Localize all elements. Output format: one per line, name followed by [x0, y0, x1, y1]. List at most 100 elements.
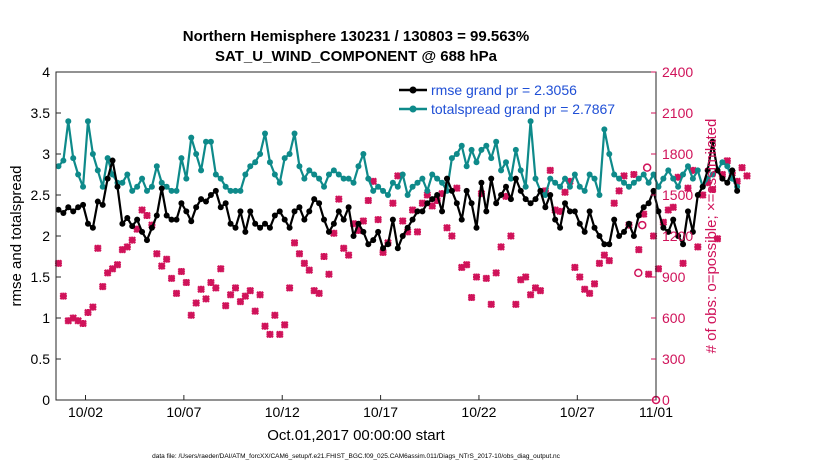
rmse-point-115 [621, 228, 628, 235]
rmse-point-37 [237, 208, 244, 215]
y-left-tick-label-8: 4 [42, 64, 50, 80]
totalspread-point-53 [316, 175, 323, 182]
rmse-point-73 [414, 208, 421, 215]
assimilated-obs-point-138 [733, 177, 741, 186]
rmse-point-63 [365, 241, 372, 248]
totalspread-point-92 [507, 175, 514, 182]
assimilated-obs-point-62 [359, 217, 368, 225]
assimilated-obs-point-103 [561, 188, 569, 197]
rmse-point-18 [143, 237, 150, 244]
totalspread-point-123 [660, 175, 667, 182]
rmse-point-45 [276, 208, 283, 215]
assimilated-obs-point-2 [64, 316, 73, 325]
assimilated-obs-point-73 [413, 228, 422, 236]
assimilated-obs-point-101 [551, 206, 559, 214]
assimilated-obs-point-126 [674, 173, 682, 182]
rmse-point-96 [527, 200, 534, 207]
assimilated-obs-point-94 [516, 275, 525, 284]
totalspread-point-2 [65, 118, 72, 125]
assimilated-obs-point-35 [226, 290, 235, 299]
assimilated-obs-point-9 [98, 282, 107, 291]
totalspread-point-24 [173, 187, 180, 194]
totalspread-point-22 [163, 183, 170, 190]
rmse-point-40 [252, 220, 259, 227]
rmse-point-36 [232, 224, 239, 231]
assimilated-obs-point-56 [330, 229, 338, 238]
assimilated-obs-point-12 [113, 260, 122, 269]
rmse-point-57 [335, 208, 342, 215]
totalspread-point-80 [448, 155, 455, 162]
totalspread-point-52 [311, 171, 318, 178]
rmse-point-130 [694, 192, 701, 198]
totalspread-point-42 [262, 130, 269, 137]
totalspread-point-66 [380, 187, 387, 194]
totalspread-point-126 [675, 183, 682, 190]
legend-marker-spread [409, 105, 417, 113]
rmse-point-59 [345, 204, 352, 211]
assimilated-obs-point-87 [482, 274, 491, 283]
rmse-point-133 [709, 138, 716, 145]
assimilated-obs-point-34 [221, 301, 230, 310]
rmse-point-23 [168, 216, 175, 223]
x-tick-label-5: 10/27 [560, 404, 595, 420]
assimilated-obs-point-23 [167, 274, 176, 283]
assimilated-obs-point-3 [69, 314, 77, 322]
y-right-tick-label-5: 1500 [662, 187, 693, 203]
totalspread-point-133 [709, 171, 716, 178]
rmse-point-134 [714, 167, 721, 174]
assimilated-obs-point-53 [315, 289, 323, 298]
x-tick-label-3: 10/17 [363, 404, 398, 420]
rmse-point-131 [699, 183, 706, 190]
rmse-point-58 [340, 216, 347, 223]
rmse-point-16 [134, 216, 141, 223]
totalspread-point-58 [340, 175, 347, 182]
rmse-point-34 [222, 200, 229, 207]
rmse-point-109 [591, 224, 598, 231]
rmse-point-11 [109, 157, 116, 164]
rmse-point-31 [207, 192, 214, 198]
assimilated-obs-point-81 [453, 184, 461, 192]
assimilated-obs-point-135 [718, 170, 727, 179]
assimilated-obs-point-113 [610, 199, 618, 207]
totalspread-point-32 [212, 171, 219, 178]
totalspread-point-61 [355, 163, 362, 170]
y-left-tick-label-2: 1 [42, 310, 50, 326]
rmse-point-14 [124, 214, 131, 221]
assimilated-obs-point-10 [103, 269, 112, 277]
y-axis-label-right: # of obs: o=possible; ×=assimilated [703, 119, 720, 354]
assimilated-obs-point-54 [320, 252, 328, 261]
assimilated-obs-point-30 [202, 295, 210, 303]
totalspread-point-51 [306, 167, 313, 174]
rmse-point-100 [547, 192, 554, 198]
assimilated-obs-point-93 [512, 300, 520, 309]
assimilated-obs-point-21 [157, 262, 166, 270]
totalspread-point-82 [458, 142, 465, 149]
assimilated-obs-point-1 [59, 292, 68, 300]
rmse-point-68 [389, 216, 396, 223]
totalspread-point-122 [655, 183, 662, 190]
x-tick-label-1: 10/07 [166, 404, 201, 420]
rmse-point-43 [266, 224, 273, 231]
assimilated-obs-point-108 [585, 289, 594, 298]
totalspread-point-60 [350, 179, 357, 186]
rmse-point-15 [129, 223, 136, 230]
totalspread-point-118 [635, 175, 642, 182]
totalspread-point-28 [193, 151, 200, 157]
rmse-point-83 [463, 187, 470, 194]
y-right-tick-label-3: 900 [662, 269, 686, 285]
assimilated-obs-point-109 [590, 280, 599, 288]
rmse-point-20 [153, 212, 160, 219]
assimilated-obs-point-83 [462, 260, 471, 269]
assimilated-obs-point-71 [403, 228, 412, 236]
rmse-point-79 [443, 175, 450, 182]
assimilated-obs-point-122 [654, 265, 663, 273]
totalspread-point-72 [409, 183, 416, 190]
y-left-tick-label-5: 2.5 [31, 187, 51, 203]
totalspread-point-125 [670, 175, 677, 182]
totalspread-point-8 [94, 167, 101, 174]
totalspread-point-119 [640, 171, 647, 178]
rmse-point-78 [439, 208, 446, 215]
totalspread-point-39 [247, 163, 254, 170]
assimilated-obs-point-61 [354, 226, 363, 235]
assimilated-obs-point-41 [256, 290, 264, 299]
